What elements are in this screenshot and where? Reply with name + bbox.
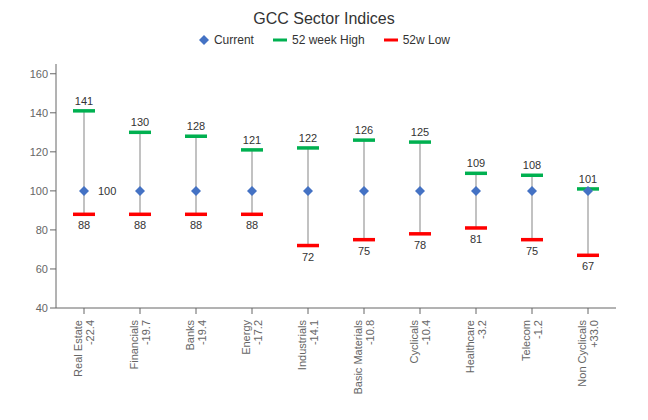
svg-text:Financials-19.7: Financials-19.7 [128, 320, 152, 370]
svg-text:Real Estate-22.4: Real Estate-22.4 [72, 320, 96, 377]
svg-text:141: 141 [75, 95, 93, 107]
html-text:52 week High: 52 week High [292, 33, 365, 47]
svg-text:128: 128 [187, 120, 205, 132]
svg-text:100: 100 [30, 185, 48, 197]
svg-text:88: 88 [190, 219, 202, 231]
svg-text:101: 101 [579, 173, 597, 185]
svg-text:80: 80 [36, 224, 48, 236]
svg-text:121: 121 [243, 134, 261, 146]
svg-text:130: 130 [131, 116, 149, 128]
svg-text:Basic Materials-10.8: Basic Materials-10.8 [352, 320, 376, 395]
html-text:GCC Sector Indices: GCC Sector Indices [253, 10, 395, 27]
svg-text:108: 108 [523, 159, 541, 171]
svg-text:Energy-17.2: Energy-17.2 [240, 320, 264, 355]
svg-text:67: 67 [582, 260, 594, 272]
svg-text:140: 140 [30, 107, 48, 119]
svg-text:Non Cyclicals+33.0: Non Cyclicals+33.0 [576, 320, 600, 387]
svg-text:126: 126 [355, 124, 373, 136]
svg-text:75: 75 [526, 245, 538, 257]
svg-text:Healthcare-3.2: Healthcare-3.2 [464, 320, 488, 373]
svg-text:Cyclicals-10.4: Cyclicals-10.4 [408, 320, 432, 364]
html-text:52w Low: 52w Low [402, 33, 450, 47]
svg-text:75: 75 [358, 245, 370, 257]
svg-text:160: 160 [30, 68, 48, 80]
svg-text:40: 40 [36, 302, 48, 314]
svg-text:Industrials-14.1: Industrials-14.1 [296, 320, 320, 371]
svg-text:125: 125 [411, 126, 429, 138]
svg-text:88: 88 [246, 219, 258, 231]
svg-text:72: 72 [302, 251, 314, 263]
svg-text:81: 81 [470, 233, 482, 245]
html-text:Current: Current [213, 33, 254, 47]
svg-text:78: 78 [414, 239, 426, 251]
svg-text:Banks-19.4: Banks-19.4 [184, 320, 208, 351]
svg-text:88: 88 [78, 219, 90, 231]
svg-text:Telecom-1.2: Telecom-1.2 [520, 320, 544, 361]
svg-text:88: 88 [134, 219, 146, 231]
svg-text:122: 122 [299, 132, 317, 144]
svg-text:120: 120 [30, 146, 48, 158]
svg-text:109: 109 [467, 157, 485, 169]
svg-text:60: 60 [36, 263, 48, 275]
svg-text:100: 100 [98, 185, 116, 197]
